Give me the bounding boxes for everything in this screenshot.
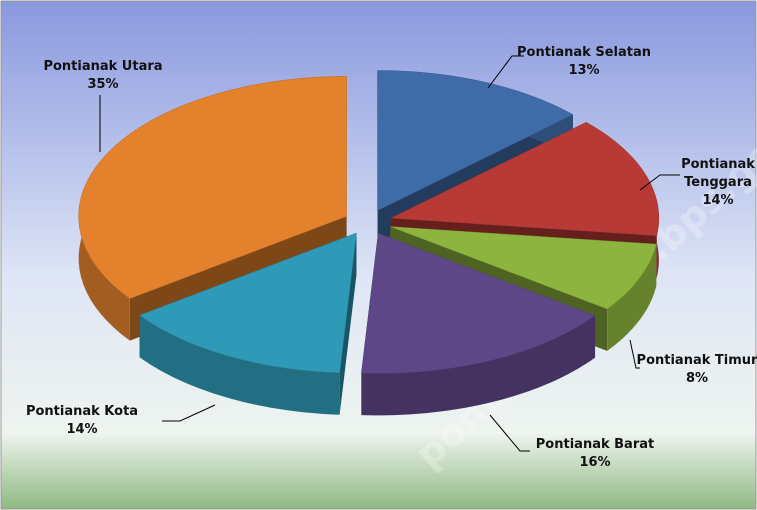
slice [139, 232, 357, 415]
category-label: Pontianak Tenggara [681, 157, 755, 190]
value-label: 8% [685, 371, 709, 386]
data-label: Pontianak Barat 16% [520, 436, 670, 472]
data-label: Pontianak Timur 8% [632, 352, 757, 388]
leaders [99, 55, 680, 452]
slice-top [78, 76, 347, 299]
leader-line [639, 174, 680, 191]
data-label: Pontianak Utara 35% [28, 58, 178, 94]
slice-top [361, 232, 596, 374]
slice-top [389, 122, 660, 236]
leader-line [487, 55, 524, 89]
data-label: Pontianak Kota 14% [7, 403, 157, 439]
data-label: Pontianak Tenggara 14% [678, 156, 757, 210]
value-label: 13% [568, 63, 600, 78]
value-label: 16% [579, 455, 611, 470]
category-label: Pontianak Utara [43, 59, 163, 74]
slice-wall [361, 315, 596, 416]
category-label: Pontianak Selatan [516, 45, 651, 60]
value-label: 14% [66, 422, 98, 437]
slice-wall [607, 244, 657, 351]
slice-top [139, 232, 357, 373]
data-label: Pontianak Selatan 13% [509, 44, 659, 80]
value-label: 14% [702, 193, 734, 208]
leader-line [629, 339, 640, 369]
value-label: 35% [87, 77, 119, 92]
slice-top [390, 226, 657, 310]
pie [78, 70, 660, 416]
leader-line [162, 404, 216, 422]
slice-side [339, 232, 357, 415]
slice-top [377, 70, 574, 211]
category-label: Pontianak Timur [636, 353, 757, 368]
category-label: Pontianak Kota [25, 404, 139, 419]
slice [361, 232, 596, 416]
leader-line [489, 414, 530, 452]
slice [377, 70, 574, 253]
category-label: Pontianak Barat [535, 437, 655, 452]
slice-wall [139, 315, 340, 415]
